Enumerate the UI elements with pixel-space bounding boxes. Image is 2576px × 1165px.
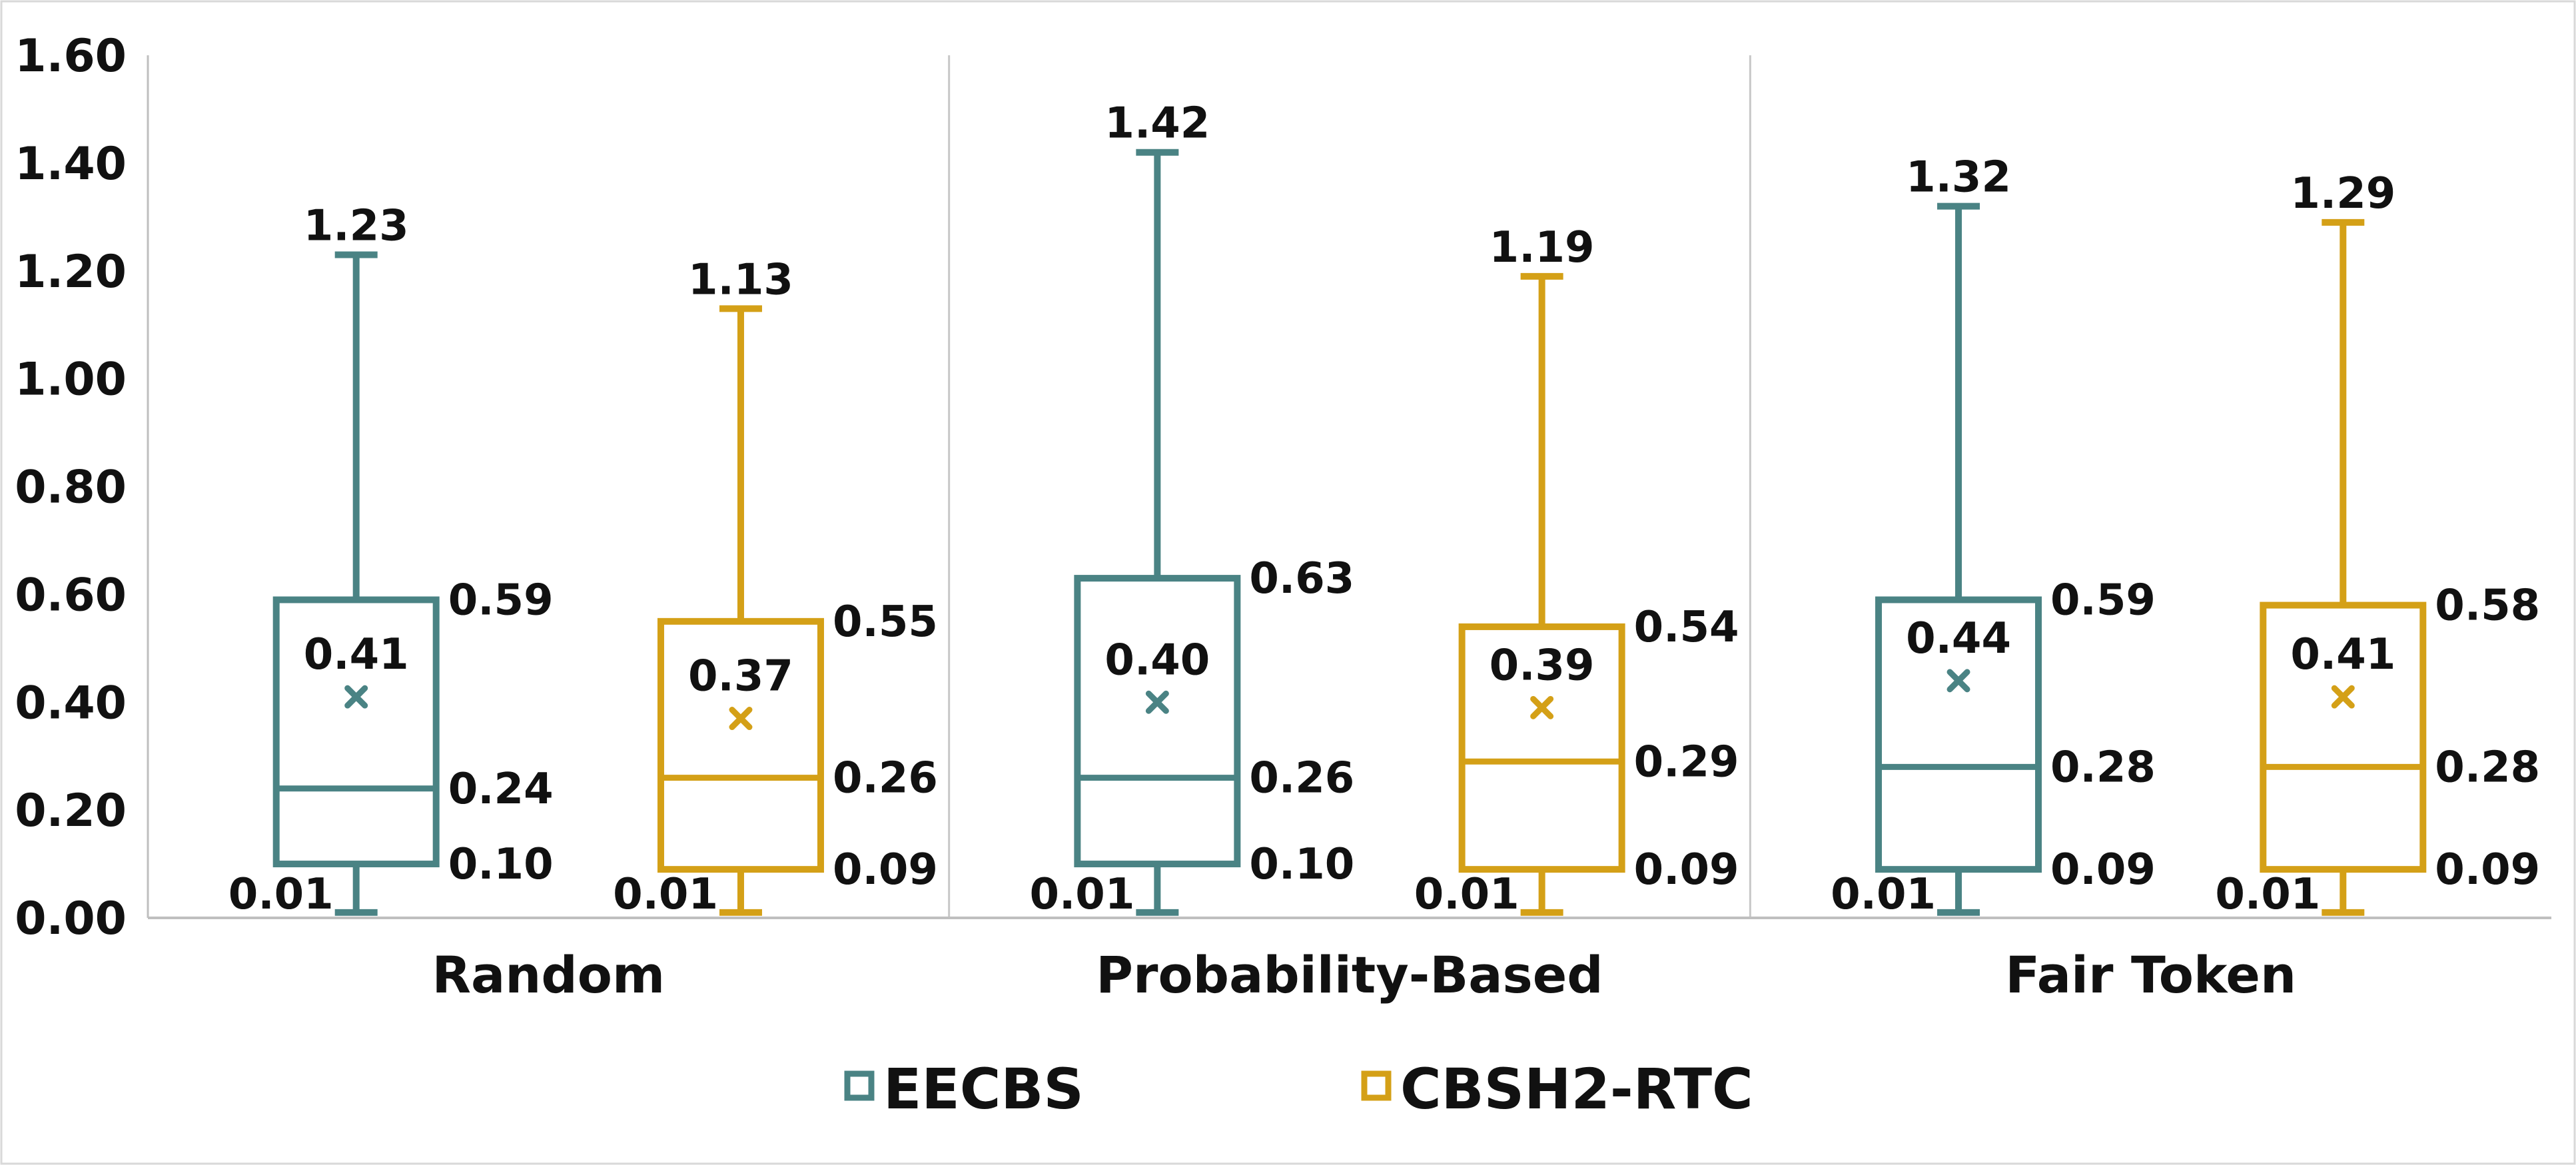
y-tick-label: 1.20	[15, 246, 127, 298]
q1-label: 0.09	[2050, 845, 2156, 895]
mean-marker	[1145, 690, 1169, 714]
min-label: 0.01	[1831, 870, 1936, 919]
iqr-box	[1875, 596, 2042, 873]
legend: EECBS CBSH2-RTC	[844, 1056, 1753, 1122]
q3-label: 0.63	[1249, 554, 1354, 603]
min-label: 0.01	[1029, 870, 1134, 919]
q1-label: 0.10	[1249, 840, 1354, 889]
min-label: 0.01	[2215, 870, 2320, 919]
box-eecbs	[272, 251, 440, 916]
mean-label: 0.39	[1490, 641, 1595, 690]
legend-label: CBSH2-RTC	[1400, 1056, 1753, 1122]
y-tick-label: 0.60	[15, 569, 127, 621]
min-label: 0.01	[228, 870, 334, 919]
box-cbsh2-rtc	[1458, 272, 1625, 916]
mean-label: 0.41	[304, 630, 409, 679]
axes	[147, 55, 2551, 919]
median-label: 0.28	[2050, 743, 2156, 792]
median-label: 0.28	[2435, 743, 2540, 792]
max-label: 1.32	[1906, 153, 2011, 202]
mean-marker	[1530, 695, 1554, 719]
y-tick-label: 0.80	[15, 462, 127, 514]
y-tick-label: 0.00	[15, 893, 127, 945]
y-tick-label: 0.40	[15, 677, 127, 729]
box-cbsh2-rtc	[657, 305, 824, 916]
x-axis-category-labels: Random Probability-Based Fair Token	[432, 945, 2296, 1004]
q1-label: 0.09	[833, 845, 938, 895]
category-label: Fair Token	[2005, 945, 2296, 1004]
legend-swatch	[1361, 1070, 1392, 1101]
legend-item-cbsh2-rtc: CBSH2-RTC	[1361, 1056, 1753, 1122]
mean-marker	[1946, 669, 1970, 693]
max-label: 1.13	[688, 255, 793, 304]
mean-label: 0.37	[688, 652, 793, 701]
iqr-box	[272, 596, 440, 868]
max-label: 1.42	[1104, 99, 1210, 149]
q3-label: 0.59	[2050, 576, 2156, 625]
category-label: Probability-Based	[1096, 945, 1603, 1004]
q1-label: 0.10	[448, 840, 554, 889]
mean-marker	[344, 685, 368, 709]
median-label: 0.24	[448, 765, 554, 814]
iqr-box	[1458, 623, 1625, 873]
median-label: 0.29	[1634, 737, 1739, 787]
median-label: 0.26	[833, 754, 938, 803]
mean-label: 0.41	[2290, 630, 2395, 679]
median-label: 0.26	[1249, 754, 1354, 803]
y-tick-label: 0.20	[15, 785, 127, 837]
q1-label: 0.09	[2435, 845, 2540, 895]
mean-label: 0.44	[1906, 614, 2011, 663]
box-eecbs	[1875, 202, 2042, 916]
mean-marker	[729, 707, 753, 731]
min-label: 0.01	[613, 870, 718, 919]
y-tick-label: 1.00	[15, 354, 127, 406]
iqr-box	[1074, 575, 1241, 868]
y-tick-label: 1.40	[15, 138, 127, 191]
y-tick-label: 1.60	[15, 30, 127, 83]
data-labels: 1.23 0.41 0.59 0.24 0.10 0.01 1.42 0.40 0.63 0.26…	[228, 99, 2540, 919]
q3-label: 0.58	[2435, 582, 2540, 631]
q3-label: 0.59	[448, 576, 554, 625]
y-axis-tick-labels: 0.00 0.20 0.40 0.60 0.80 1.00 1.20 1.40 1.60	[15, 30, 127, 945]
min-label: 0.01	[1414, 870, 1519, 919]
legend-item-eecbs: EECBS	[844, 1056, 1084, 1122]
iqr-box	[2260, 601, 2427, 873]
iqr-box	[657, 617, 824, 873]
box-cbsh2-rtc	[2260, 218, 2427, 916]
category-separators	[948, 55, 1751, 918]
category-label: Random	[432, 945, 665, 1004]
boxes	[272, 149, 2427, 916]
legend-label: EECBS	[883, 1056, 1084, 1122]
q3-label: 0.55	[833, 597, 938, 647]
box-eecbs	[1074, 149, 1241, 916]
max-label: 1.19	[1490, 223, 1595, 272]
q3-label: 0.54	[1634, 603, 1739, 652]
legend-swatch	[844, 1070, 875, 1101]
max-label: 1.29	[2290, 169, 2395, 218]
q1-label: 0.09	[1634, 845, 1739, 895]
max-label: 1.23	[304, 201, 409, 250]
mean-marker	[2331, 685, 2355, 709]
mean-label: 0.40	[1104, 635, 1210, 685]
